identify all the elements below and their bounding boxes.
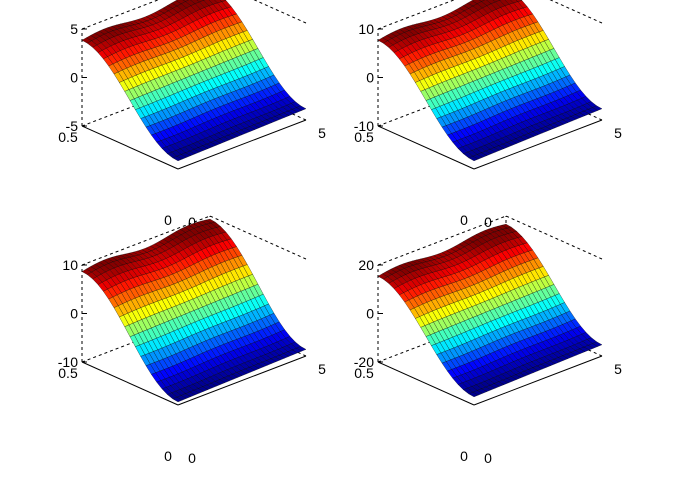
surface-face (468, 391, 479, 398)
surface-mesh (81, 0, 307, 162)
x-tick-label: 0 (484, 450, 492, 466)
y-tick-label: 0 (460, 448, 468, 464)
box-edge (177, 119, 307, 170)
box-edge (377, 361, 475, 406)
z-tick-label: 20 (358, 257, 374, 273)
y-tick-label: 0.5 (354, 365, 374, 381)
y-tick-label: 0 (164, 212, 172, 228)
box-edge (177, 355, 307, 406)
x-tick-label: 0 (188, 214, 196, 230)
surface-face (172, 396, 183, 403)
box-edge (377, 125, 475, 170)
box-edge (81, 125, 179, 170)
surface-plot-2: -10 0 10 0 0.5 0 5 (354, 0, 622, 230)
x-tick-label: 5 (318, 125, 326, 141)
x-tick-label: 5 (318, 361, 326, 377)
surface-plot-1: -5 0 5 0 0.5 0 5 (58, 0, 326, 230)
box-edge (473, 119, 603, 170)
y-tick-label: 0.5 (58, 365, 78, 381)
surface-mesh (377, 223, 603, 398)
z-tick-label: 0 (70, 70, 78, 86)
surface-face (172, 155, 183, 162)
x-tick-label: 0 (188, 450, 196, 466)
z-tick-label: -10 (354, 118, 374, 134)
y-tick-label: 0.5 (58, 129, 78, 145)
x-tick-label: 0 (484, 214, 492, 230)
y-tick-label: 0.5 (354, 129, 374, 145)
z-tick-label: 10 (62, 257, 78, 273)
y-tick-label: 0 (164, 448, 172, 464)
surface-plot-4: -20 0 20 0 0.5 0 5 (354, 215, 622, 466)
surface-plot-3: -10 0 10 0 0.5 0 5 (58, 215, 326, 466)
box-edge (377, 215, 507, 266)
z-tick-label: 0 (366, 70, 374, 86)
z-tick-label: -5 (66, 118, 79, 134)
surface-face (468, 155, 479, 162)
box-edge (81, 215, 211, 266)
z-tick-label: 0 (70, 306, 78, 322)
z-tick-label: -20 (354, 354, 374, 370)
box-edge (81, 361, 179, 406)
z-tick-label: -10 (58, 354, 78, 370)
surface-mesh (81, 218, 307, 403)
box-edge (473, 355, 603, 406)
x-tick-label: 5 (614, 361, 622, 377)
z-tick-label: 0 (366, 306, 374, 322)
z-tick-label: 10 (358, 21, 374, 37)
y-tick-label: 0 (460, 212, 468, 228)
z-tick-label: 5 (70, 21, 78, 37)
x-tick-label: 5 (614, 125, 622, 141)
box-edge (377, 0, 456, 30)
surface-mesh (377, 0, 603, 162)
box-edge (81, 0, 160, 30)
